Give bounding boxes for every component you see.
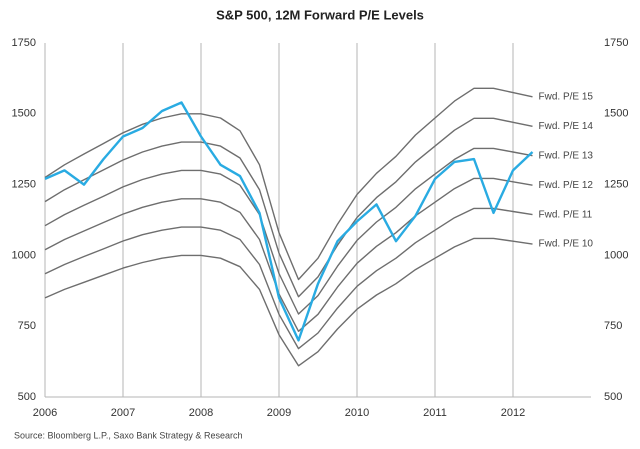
x-tick-label: 2010 xyxy=(345,407,369,419)
x-tick-label: 2009 xyxy=(267,407,291,419)
y-tick-label: 1250 xyxy=(12,179,36,191)
x-tick-label: 2008 xyxy=(189,407,213,419)
series-line xyxy=(44,207,533,350)
y-tick-label: 500 xyxy=(18,391,36,403)
y2-tick-label: 1750 xyxy=(604,37,628,49)
y-tick-label: 1500 xyxy=(12,108,36,120)
y2-tick-label: 1000 xyxy=(604,249,628,261)
x-tick-label: 2006 xyxy=(33,407,57,419)
series-end-label: Fwd. P/E 11 xyxy=(539,209,593,220)
series-line xyxy=(44,101,534,342)
series-line xyxy=(44,147,533,315)
y2-tick-label: 1250 xyxy=(604,179,628,191)
series-end-label: Fwd. P/E 15 xyxy=(539,91,594,102)
series-end-label: Fwd. P/E 13 xyxy=(539,150,594,161)
y2-tick-label: 750 xyxy=(604,320,622,332)
chart-title: S&P 500, 12M Forward P/E Levels xyxy=(216,7,424,22)
y2-tick-label: 500 xyxy=(604,391,622,403)
series-line xyxy=(44,87,533,281)
y-tick-label: 750 xyxy=(18,320,36,332)
x-tick-label: 2007 xyxy=(111,407,135,419)
y2-tick-label: 1500 xyxy=(604,108,628,120)
source-note: Source: Bloomberg L.P., Saxo Bank Strate… xyxy=(14,430,242,440)
series-end-label: Fwd. P/E 14 xyxy=(539,121,594,132)
series-line xyxy=(44,177,533,332)
y-tick-label: 1000 xyxy=(12,249,36,261)
y-tick-label: 1750 xyxy=(12,37,36,49)
x-tick-label: 2011 xyxy=(423,407,447,419)
series-end-label: Fwd. P/E 10 xyxy=(539,239,594,250)
series-line xyxy=(44,237,533,367)
x-tick-label: 2012 xyxy=(501,407,525,419)
series-line xyxy=(44,117,533,298)
series-end-label: Fwd. P/E 12 xyxy=(539,180,594,191)
